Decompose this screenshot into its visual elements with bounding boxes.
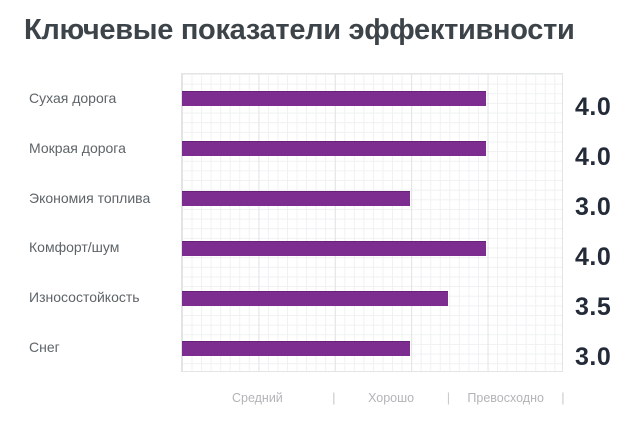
value-label: 4.0 [575,93,612,122]
category-label: Сухая дорога [29,89,117,106]
category-label: Экономия топлива [29,189,151,206]
bar-5 [182,340,410,356]
plot-area [181,73,563,372]
bar-3 [182,240,486,256]
scale-axis: Средний | Хорошо | Превосходно | [181,390,565,408]
bar-1 [182,141,486,157]
value-label: 4.0 [575,143,612,172]
value-label: 3.5 [575,292,612,321]
bar-2 [182,191,410,207]
bar-0 [182,91,486,107]
scale-separator: | [446,390,451,405]
bar-row [182,174,562,224]
bar-row [182,323,562,373]
category-label: Износостойкость [29,289,140,306]
value-label: 3.0 [575,193,612,222]
scale-label: Превосходно [467,391,544,405]
chart-title: Ключевые показатели эффективности [24,14,575,46]
scale-separator: | [561,390,565,405]
category-label: Комфорт/шум [29,239,120,256]
scale-label: Хорошо [368,391,415,405]
category-label: Снег [29,339,60,356]
category-label: Мокрая дорога [29,139,126,156]
bar-row [182,273,562,323]
bar-row [182,74,562,124]
bar-row [182,223,562,273]
value-label: 3.0 [575,342,612,371]
bar-row [182,124,562,174]
value-labels: 4.0 4.0 3.0 4.0 3.5 3.0 [575,73,635,372]
category-labels: Сухая дорога Мокрая дорога Экономия топлив… [29,73,179,372]
scale-label: Средний [231,391,283,405]
bar-4 [182,290,448,306]
scale-separator: | [332,390,336,405]
value-label: 4.0 [575,242,612,271]
